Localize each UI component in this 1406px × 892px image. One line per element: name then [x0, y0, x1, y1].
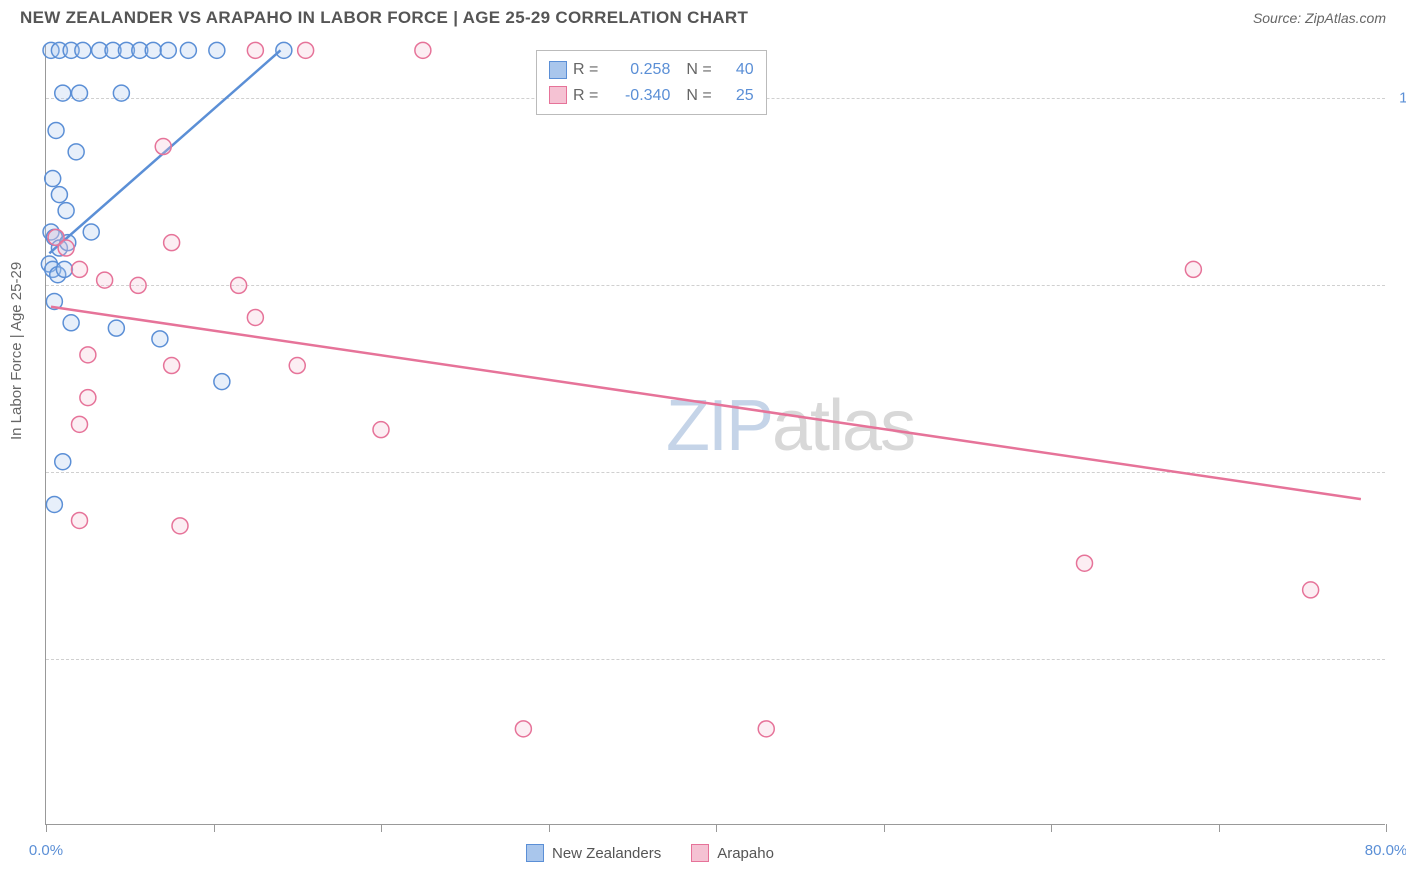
legend-swatch-nz	[549, 61, 567, 79]
data-point	[209, 42, 225, 58]
legend-row-arapaho: R = -0.340 N = 25	[549, 83, 754, 109]
y-tick-label: 100.0%	[1399, 90, 1406, 107]
data-point	[63, 315, 79, 331]
legend-row-nz: R = 0.258 N = 40	[549, 57, 754, 83]
data-point	[46, 496, 62, 512]
data-point	[1077, 555, 1093, 571]
data-point	[72, 512, 88, 528]
data-point	[247, 42, 263, 58]
data-point	[80, 347, 96, 363]
data-point	[1185, 261, 1201, 277]
data-point	[97, 272, 113, 288]
data-point	[160, 42, 176, 58]
source-attribution: Source: ZipAtlas.com	[1253, 10, 1386, 26]
legend-item-nz: New Zealanders	[526, 844, 661, 862]
data-point	[56, 261, 72, 277]
legend-item-arapaho: Arapaho	[691, 844, 774, 862]
chart-title: NEW ZEALANDER VS ARAPAHO IN LABOR FORCE …	[20, 8, 748, 28]
data-point	[58, 203, 74, 219]
data-point	[164, 235, 180, 251]
data-point	[45, 171, 61, 187]
x-tick-label: 80.0%	[1365, 842, 1406, 859]
data-point	[83, 224, 99, 240]
legend-swatch-arapaho-bottom	[691, 844, 709, 862]
series-legend: New Zealanders Arapaho	[526, 844, 774, 862]
data-point	[75, 42, 91, 58]
legend-swatch-arapaho	[549, 86, 567, 104]
data-point	[231, 277, 247, 293]
data-point	[172, 518, 188, 534]
data-point	[276, 42, 292, 58]
data-point	[51, 187, 67, 203]
data-point	[145, 42, 161, 58]
data-point	[55, 454, 71, 470]
data-point	[152, 331, 168, 347]
data-point	[247, 309, 263, 325]
legend-swatch-nz-bottom	[526, 844, 544, 862]
trend-line	[51, 307, 1361, 499]
data-point	[214, 374, 230, 390]
data-point	[72, 261, 88, 277]
data-point	[1303, 582, 1319, 598]
data-point	[108, 320, 124, 336]
data-point	[48, 122, 64, 138]
data-point	[289, 358, 305, 374]
chart-plot-area: 47.5%65.0%82.5%100.0%0.0%80.0% ZIPatlas …	[45, 45, 1385, 825]
data-point	[72, 416, 88, 432]
chart-header: NEW ZEALANDER VS ARAPAHO IN LABOR FORCE …	[0, 0, 1406, 32]
data-point	[130, 277, 146, 293]
y-axis-label: In Labor Force | Age 25-29	[8, 262, 25, 440]
data-point	[55, 85, 71, 101]
x-tick-label: 0.0%	[29, 842, 63, 859]
data-point	[415, 42, 431, 58]
data-point	[113, 85, 129, 101]
data-point	[373, 422, 389, 438]
data-point	[80, 390, 96, 406]
data-point	[68, 144, 84, 160]
data-point	[58, 240, 74, 256]
data-point	[758, 721, 774, 737]
data-point	[298, 42, 314, 58]
data-point	[72, 85, 88, 101]
data-point	[155, 139, 171, 155]
correlation-legend: R = 0.258 N = 40 R = -0.340 N = 25	[536, 50, 767, 115]
data-point	[515, 721, 531, 737]
data-point	[164, 358, 180, 374]
scatter-svg	[46, 45, 1385, 824]
data-point	[180, 42, 196, 58]
